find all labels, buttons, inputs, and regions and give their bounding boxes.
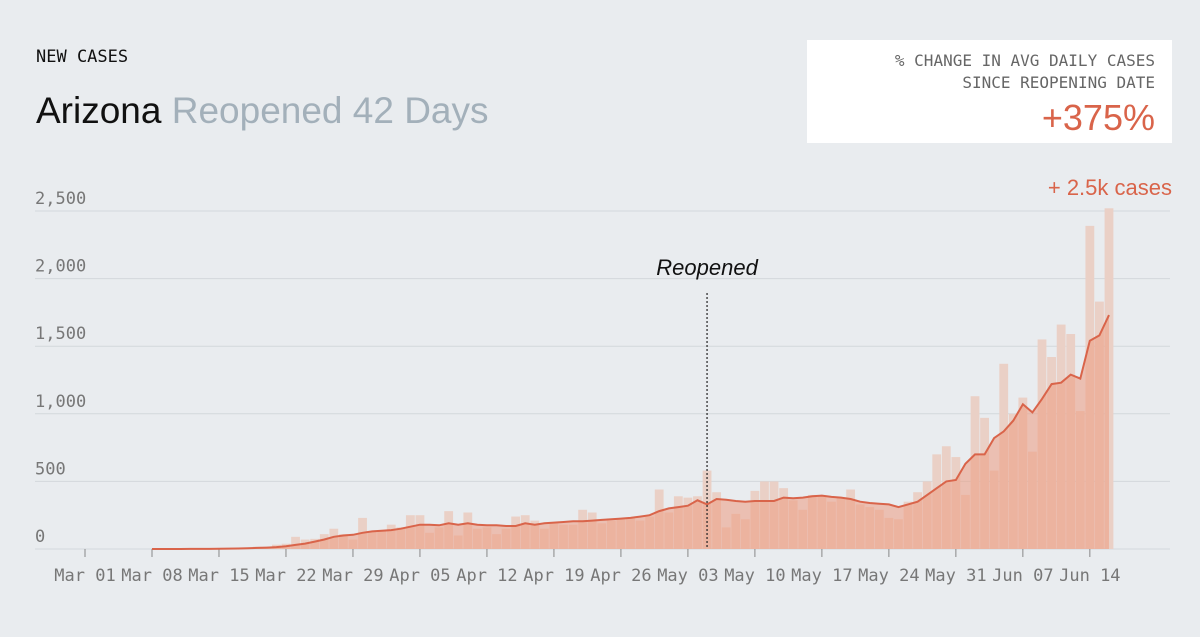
x-tick-label: Apr 26 [590,566,651,586]
y-tick-label: 2,500 [35,189,86,209]
title: Arizona Reopened 42 Days [36,90,489,131]
status: Reopened 42 Days [172,90,489,131]
x-tick-label: Apr 05 [389,566,450,586]
bar [291,536,300,549]
y-tick-label: 1,500 [35,324,86,344]
annotation: + 2.5k cases [1048,175,1172,200]
x-tick-label: Mar 01 [54,566,115,586]
kicker: NEW CASES [36,47,128,67]
y-tick-label: 500 [35,459,66,479]
x-tick-label: Mar 15 [188,566,249,586]
annotation: Reopened [656,255,758,280]
average-line [152,314,1110,550]
average-area [151,315,1110,549]
x-tick-label: May 10 [724,566,785,586]
y-tick-label: 2,000 [35,257,86,277]
summary-line: SINCE REOPENING DATE [962,73,1155,92]
x-tick-label: Mar 29 [322,566,383,586]
x-tick-label: May 24 [858,566,919,586]
state: Arizona [36,90,162,131]
x-tick-label: May 03 [657,566,718,586]
x-tick-label: May 31 [925,566,986,586]
y-tick-label: 0 [35,527,45,547]
summary-box [807,40,1172,143]
x-tick-label: Mar 22 [255,566,316,586]
summary-line: % CHANGE IN AVG DAILY CASES [895,51,1155,70]
x-tick-label: Apr 19 [523,566,584,586]
summary-value: +375% [1042,97,1155,138]
x-tick-label: May 17 [791,566,852,586]
x-tick-label: Mar 08 [121,566,182,586]
x-tick-label: Jun 14 [1059,566,1120,586]
y-tick-label: 1,000 [35,392,86,412]
x-tick-label: Jun 07 [992,566,1053,586]
x-tick-label: Apr 12 [456,566,517,586]
